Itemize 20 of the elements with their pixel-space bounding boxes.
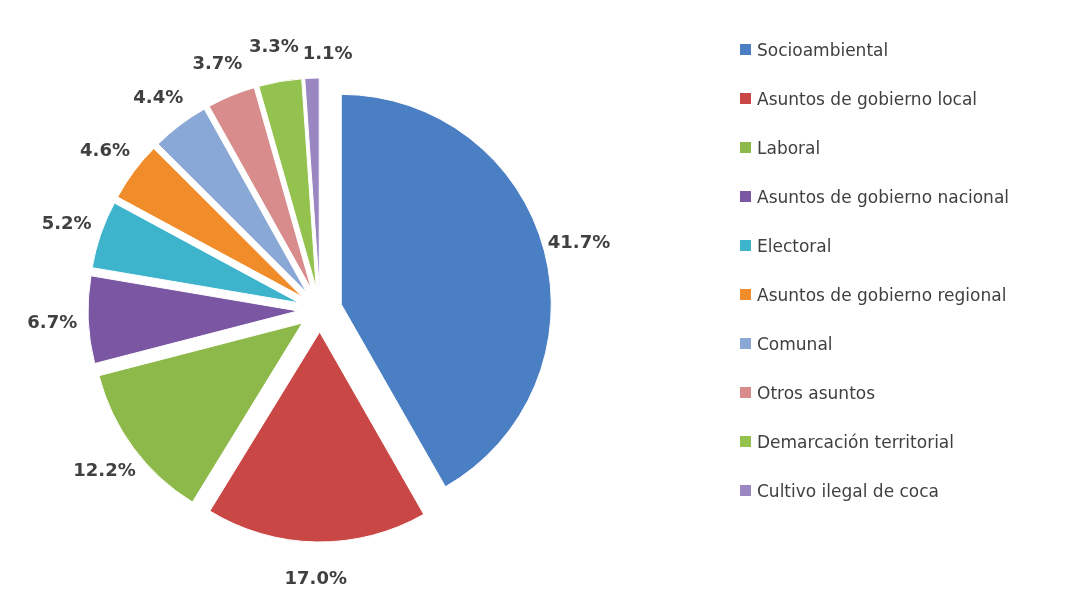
data-label: 17.0% xyxy=(284,567,348,589)
data-label: 41.7% xyxy=(547,230,611,252)
data-label: 3.3% xyxy=(248,35,299,57)
data-label: 1.1% xyxy=(302,41,353,63)
data-label: 6.7% xyxy=(27,310,78,332)
legend-label: Cultivo ilegal de coca xyxy=(757,481,940,501)
data-label: 12.2% xyxy=(73,458,136,480)
legend-label: Laboral xyxy=(757,138,821,158)
legend-label: Demarcación territorial xyxy=(757,432,955,452)
data-label: 5.2% xyxy=(41,212,92,234)
data-label: 3.7% xyxy=(192,51,243,73)
legend-label: Otros asuntos xyxy=(757,383,876,403)
legend-label: Asuntos de gobierno nacional xyxy=(757,187,1010,207)
legend-label: Electoral xyxy=(757,236,832,256)
data-label: 4.6% xyxy=(80,139,130,161)
legend-label: Asuntos de gobierno regional xyxy=(757,285,1007,305)
legend-label: Comunal xyxy=(757,334,833,354)
data-label: 4.4% xyxy=(133,85,184,107)
legend-label: Asuntos de gobierno local xyxy=(757,89,978,109)
legend-label: Socioambiental xyxy=(757,40,889,60)
